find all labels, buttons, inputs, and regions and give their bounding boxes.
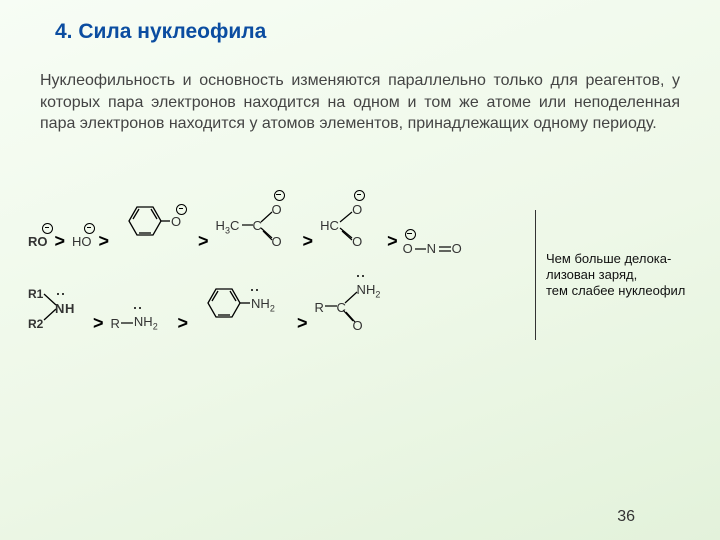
fragment-primary-amine: R NH2	[111, 314, 171, 332]
amine1-n: N	[134, 314, 143, 329]
aniline-n: N	[251, 296, 260, 311]
amine1-h: H	[143, 314, 152, 329]
aniline-sub2: 2	[270, 304, 275, 314]
page-number: 36	[617, 508, 635, 526]
note-line1: Чем больше делока-	[546, 251, 671, 266]
gt-icon: >	[387, 231, 398, 252]
fragment-secondary-amine: R1 R2 N H	[28, 303, 86, 343]
fragment-ro: RO	[28, 234, 48, 249]
acetate-o2: O	[272, 234, 282, 249]
neg-icon	[176, 204, 187, 215]
gt-icon: >	[55, 231, 66, 252]
neg-icon	[274, 190, 285, 201]
acetate-h: H	[216, 218, 225, 233]
amine2-h: H	[65, 301, 74, 316]
nitrate-n: N	[427, 241, 436, 256]
note-line2: лизован заряд,	[546, 267, 637, 282]
amine2-n: N	[55, 301, 64, 316]
gt-icon: >	[178, 313, 189, 334]
amide-n: N	[357, 282, 366, 297]
gt-icon: >	[99, 231, 110, 252]
gt-icon: >	[93, 313, 104, 334]
nitrate-o2: O	[452, 241, 462, 256]
fragment-acetate: H3C C O O	[216, 218, 296, 264]
nitrate-o1: O	[403, 241, 413, 256]
paragraph-text: Нуклеофильность и основность изменяются …	[40, 70, 680, 135]
amide-sub2: 2	[375, 290, 380, 300]
side-note: Чем больше делока- лизован заряд, тем сл…	[535, 210, 716, 340]
lone-pair-dots	[251, 289, 259, 292]
note-line3: тем слабее нуклеофил	[546, 283, 685, 298]
neg-icon	[84, 223, 95, 234]
amide-c: C	[337, 300, 346, 315]
amide-h: H	[366, 282, 375, 297]
gt-icon: >	[303, 231, 314, 252]
acetate-c: C	[230, 218, 239, 233]
amine1-r: R	[111, 316, 120, 331]
amide-o: O	[353, 318, 363, 333]
fragment-amide: R C NH2 O	[315, 300, 395, 346]
fragment-formate: HC O O	[320, 218, 380, 264]
neg-icon	[405, 229, 416, 240]
lone-pair-dots	[57, 293, 65, 296]
fragment-phenoxide: O	[116, 218, 191, 264]
page-title: 4. Сила нуклеофила	[55, 20, 266, 44]
gt-icon: >	[297, 313, 308, 334]
aniline-h: H	[260, 296, 269, 311]
lone-pair-dots	[134, 307, 142, 310]
gt-icon: >	[198, 231, 209, 252]
fragment-aniline: NH2	[195, 300, 290, 346]
formate-o2: O	[352, 234, 362, 249]
amine1-sub2: 2	[153, 322, 158, 332]
fragment-ho: HO	[72, 234, 92, 249]
acetate-cc: C	[253, 218, 262, 233]
neg-icon	[354, 190, 365, 201]
lone-pair-dots	[357, 275, 365, 278]
neg-icon	[42, 223, 53, 234]
